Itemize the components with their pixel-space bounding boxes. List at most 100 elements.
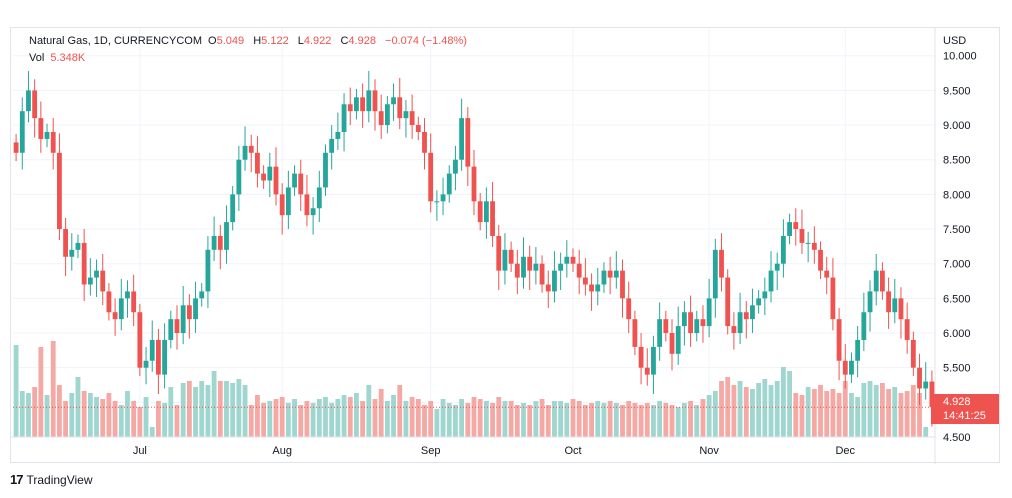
volume-bar <box>354 393 359 437</box>
volume-bar <box>56 385 62 437</box>
candle-body <box>657 319 663 347</box>
y-tick-label: 9.000 <box>943 120 971 132</box>
volume-bar <box>904 391 910 437</box>
open-label: O <box>208 35 217 47</box>
candle-body <box>428 152 434 202</box>
candle-body <box>459 118 465 160</box>
candle-body <box>892 298 898 313</box>
volume-bar <box>434 409 440 437</box>
volume-bar <box>180 383 186 437</box>
candle-body <box>620 270 625 299</box>
volume-bar <box>75 377 81 437</box>
candle-body <box>539 263 545 285</box>
volume-bar <box>81 391 87 437</box>
volume-bar <box>186 381 192 437</box>
candle-body <box>44 131 50 139</box>
volume-bar <box>793 393 799 437</box>
candlestick-chart[interactable]: 4.5005.0005.5006.0006.5007.0007.5008.000… <box>11 28 1001 464</box>
tradingview-logo-icon[interactable]: 17 <box>10 472 24 487</box>
volume-bar <box>292 399 297 437</box>
volume-bar <box>799 395 805 437</box>
candle-body <box>886 291 892 313</box>
candle-body <box>743 312 749 320</box>
footer: 17 TradingView <box>10 472 93 487</box>
candle-body <box>255 152 260 174</box>
y-tick-label: 7.000 <box>943 259 971 271</box>
volume-bar <box>205 385 211 437</box>
volume-bar <box>737 381 743 437</box>
x-tick-label: Sep <box>421 445 441 457</box>
volume-bar <box>607 401 613 437</box>
volume-bar <box>539 399 545 437</box>
high-value: 5.122 <box>261 35 289 47</box>
candle-body <box>756 298 762 306</box>
volume-bar <box>242 385 248 437</box>
volume-bar <box>87 393 93 437</box>
candle-body <box>595 284 601 292</box>
candle-body <box>762 291 768 299</box>
candle-body <box>19 111 25 153</box>
volume-bar <box>285 403 291 437</box>
volume-bar <box>632 403 638 437</box>
volume-bar <box>558 401 564 437</box>
candle-body <box>465 118 471 167</box>
volume-bar <box>719 381 724 437</box>
candle-body <box>651 346 656 375</box>
candle-body <box>811 242 817 250</box>
volume-bar <box>131 401 137 437</box>
volume-bar <box>137 407 143 437</box>
candle-body <box>836 319 842 361</box>
candle-body <box>750 305 755 320</box>
candle-body <box>149 339 155 361</box>
candle-body <box>688 312 693 334</box>
volume-bar <box>502 401 508 437</box>
candle-body <box>137 312 143 368</box>
x-tick-label: Nov <box>699 445 719 457</box>
volume-bar <box>211 371 217 437</box>
candle-body <box>521 256 526 278</box>
candle-body <box>787 222 792 236</box>
candle-body <box>341 104 347 132</box>
volume-bar <box>657 401 663 437</box>
y-tick-label: 10.000 <box>943 51 977 63</box>
x-tick-label: Aug <box>272 445 292 457</box>
volume-bar <box>378 389 384 437</box>
volume-bar <box>32 387 38 437</box>
y-tick-label: 6.500 <box>943 293 971 305</box>
volume-bar <box>651 405 656 437</box>
candle-body <box>366 90 372 112</box>
volume-bar <box>892 387 898 437</box>
volume-bar <box>743 387 749 437</box>
candle-body <box>842 360 848 375</box>
symbol-label[interactable]: Natural Gas, 1D, CURRENCYCOM <box>29 35 202 47</box>
candle-body <box>626 298 632 320</box>
candle-body <box>261 173 267 181</box>
volume-bar <box>459 399 465 437</box>
volume-bar <box>224 381 229 437</box>
candle-body <box>681 312 687 327</box>
volume-bar <box>403 401 409 437</box>
candle-body <box>335 131 341 139</box>
candle-body <box>582 277 588 285</box>
candle-body <box>818 249 823 271</box>
candle-body <box>224 222 229 250</box>
volume-bar <box>626 401 632 437</box>
candle-body <box>731 326 737 334</box>
y-tick-label: 4.500 <box>943 432 971 444</box>
x-tick-label: Oct <box>564 445 581 457</box>
candle-body <box>156 339 161 375</box>
candle-body <box>316 187 322 209</box>
candle-body <box>508 249 514 264</box>
candle-body <box>112 312 118 320</box>
candle-body <box>186 305 192 320</box>
volume-bar <box>199 381 205 437</box>
volume-bar <box>261 403 267 437</box>
candle-body <box>329 138 335 153</box>
brand-name[interactable]: TradingView <box>26 472 93 487</box>
candle-body <box>824 270 830 278</box>
close-value: 4.928 <box>348 35 376 47</box>
candle-body <box>273 166 279 195</box>
candle-body <box>378 111 384 126</box>
candle-body <box>873 270 879 292</box>
candle-body <box>589 284 594 292</box>
